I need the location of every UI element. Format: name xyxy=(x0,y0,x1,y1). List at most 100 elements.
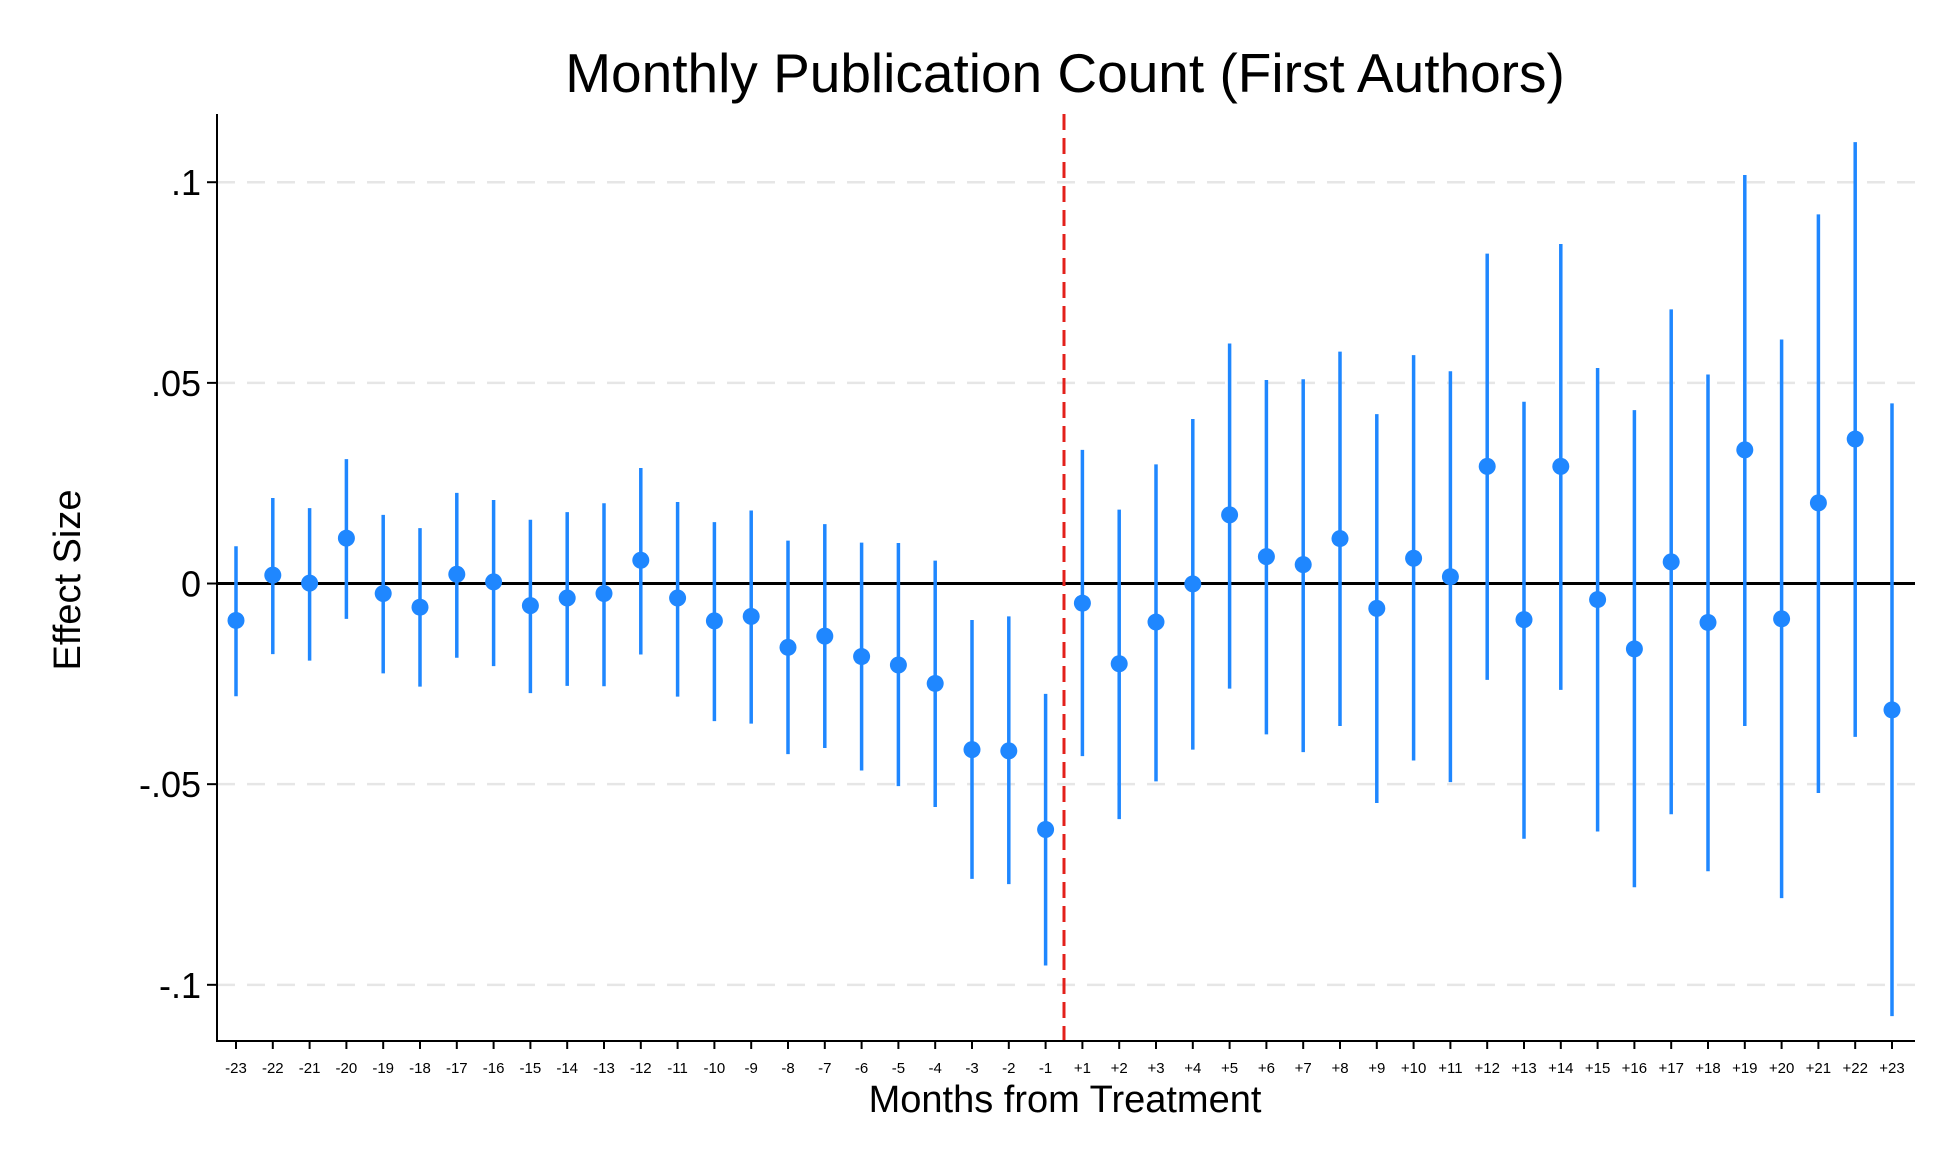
point-estimate xyxy=(1625,640,1643,658)
x-tick-label: -23 xyxy=(225,1060,247,1077)
point-estimate xyxy=(337,529,355,547)
point-estimate xyxy=(1846,430,1864,448)
point-estimate xyxy=(632,551,650,569)
point-estimate xyxy=(1037,821,1055,839)
axes xyxy=(207,114,1915,1049)
x-tick-label: -21 xyxy=(299,1060,321,1077)
x-tick-label: -1 xyxy=(1039,1060,1052,1077)
point-estimate xyxy=(1589,591,1607,609)
x-tick-label: +3 xyxy=(1147,1060,1164,1077)
point-estimate xyxy=(1294,556,1312,574)
point-estimate xyxy=(1773,610,1791,628)
point-estimate xyxy=(779,638,797,656)
point-estimate xyxy=(1552,457,1570,475)
x-tick-label: +21 xyxy=(1806,1060,1831,1077)
point-estimate xyxy=(1331,530,1349,548)
point-estimate xyxy=(926,674,944,692)
x-tick-label: -19 xyxy=(372,1060,394,1077)
x-tick-label: -10 xyxy=(704,1060,726,1077)
y-tick-label: -.05 xyxy=(139,764,201,805)
x-tick-label: +19 xyxy=(1732,1060,1757,1077)
x-tick-label: -9 xyxy=(745,1060,758,1077)
point-estimate xyxy=(1073,594,1091,612)
point-estimate xyxy=(1441,568,1459,586)
point-estimate xyxy=(963,741,981,759)
point-estimate xyxy=(374,585,392,603)
point-estimate xyxy=(595,585,613,603)
y-axis-label: Effect Size xyxy=(47,490,89,671)
point-estimate xyxy=(1699,613,1717,631)
point-estimate xyxy=(301,574,319,592)
reference-lines xyxy=(217,114,1915,1041)
x-tick-label: -22 xyxy=(262,1060,284,1077)
x-tick-label: +4 xyxy=(1184,1060,1201,1077)
x-tick-label: -16 xyxy=(483,1060,505,1077)
y-tick-label: 0 xyxy=(181,564,201,605)
y-tick-label: .1 xyxy=(171,162,201,203)
point-estimate xyxy=(742,607,760,625)
x-tick-label: -17 xyxy=(446,1060,468,1077)
x-tick-label: -4 xyxy=(929,1060,942,1077)
point-estimate xyxy=(1110,655,1128,673)
x-tick-label: +1 xyxy=(1074,1060,1091,1077)
x-tick-label: +15 xyxy=(1585,1060,1610,1077)
point-estimate xyxy=(1736,441,1754,459)
point-estimate xyxy=(264,566,282,584)
point-estimate xyxy=(1515,611,1533,629)
x-tick-label: +17 xyxy=(1658,1060,1683,1077)
x-tick-label: -12 xyxy=(630,1060,652,1077)
x-tick-label: -8 xyxy=(781,1060,794,1077)
point-estimate xyxy=(1368,599,1386,617)
grid-lines xyxy=(217,180,1915,987)
y-tick-labels: .1 .05 0 -.05 -.1 xyxy=(139,162,201,1006)
point-estimate xyxy=(1221,506,1239,524)
x-tick-label: +8 xyxy=(1331,1060,1348,1077)
x-tick-label: -11 xyxy=(667,1060,688,1077)
point-estimate xyxy=(816,627,834,645)
x-tick-label: +18 xyxy=(1695,1060,1720,1077)
y-tick-label: -.1 xyxy=(159,965,201,1006)
x-tick-label: +20 xyxy=(1769,1060,1794,1077)
point-estimate xyxy=(1883,701,1901,719)
x-tick-label: -14 xyxy=(556,1060,578,1077)
x-tick-label: +12 xyxy=(1474,1060,1499,1077)
x-tick-label: -2 xyxy=(1002,1060,1015,1077)
x-tick-label: +23 xyxy=(1879,1060,1904,1077)
x-axis-label: Months from Treatment xyxy=(869,1079,1262,1121)
x-tick-label: -13 xyxy=(593,1060,615,1077)
point-estimate xyxy=(485,573,503,591)
x-tick-label: +13 xyxy=(1511,1060,1536,1077)
x-tick-label: +6 xyxy=(1258,1060,1275,1077)
x-tick-label: +9 xyxy=(1368,1060,1385,1077)
point-estimate xyxy=(227,611,245,629)
point-estimate xyxy=(448,565,466,583)
point-estimate xyxy=(1000,742,1018,760)
x-tick-label: -20 xyxy=(336,1060,358,1077)
data-marks xyxy=(227,142,1901,1017)
y-tick-label: .05 xyxy=(151,363,201,404)
x-tick-label: -3 xyxy=(965,1060,978,1077)
x-tick-label: +5 xyxy=(1221,1060,1238,1077)
x-tick-label: +16 xyxy=(1622,1060,1647,1077)
point-estimate xyxy=(853,648,871,666)
point-estimate xyxy=(705,612,723,630)
x-tick-label: -18 xyxy=(409,1060,431,1077)
point-estimate xyxy=(669,589,687,607)
point-estimate xyxy=(521,597,539,615)
chart-title: Monthly Publication Count (First Authors… xyxy=(565,42,1565,104)
x-tick-labels: -23 -22 -21 -20 -19 -18 -17 -16 -15 -14 -13 -12 -11-… xyxy=(225,1060,1905,1077)
x-tick-label: -7 xyxy=(818,1060,831,1077)
point-estimate xyxy=(1405,549,1423,567)
point-estimate xyxy=(1662,553,1680,571)
point-estimate xyxy=(1257,548,1275,566)
point-estimate xyxy=(1184,575,1202,593)
x-tick-label: +10 xyxy=(1401,1060,1426,1077)
x-tick-label: -6 xyxy=(855,1060,868,1077)
x-tick-label: +2 xyxy=(1111,1060,1128,1077)
x-tick-label: +11 xyxy=(1438,1060,1462,1077)
x-tick-label: -15 xyxy=(520,1060,542,1077)
point-estimate xyxy=(558,589,576,607)
x-tick-label: +14 xyxy=(1548,1060,1573,1077)
point-estimate xyxy=(1478,457,1496,475)
